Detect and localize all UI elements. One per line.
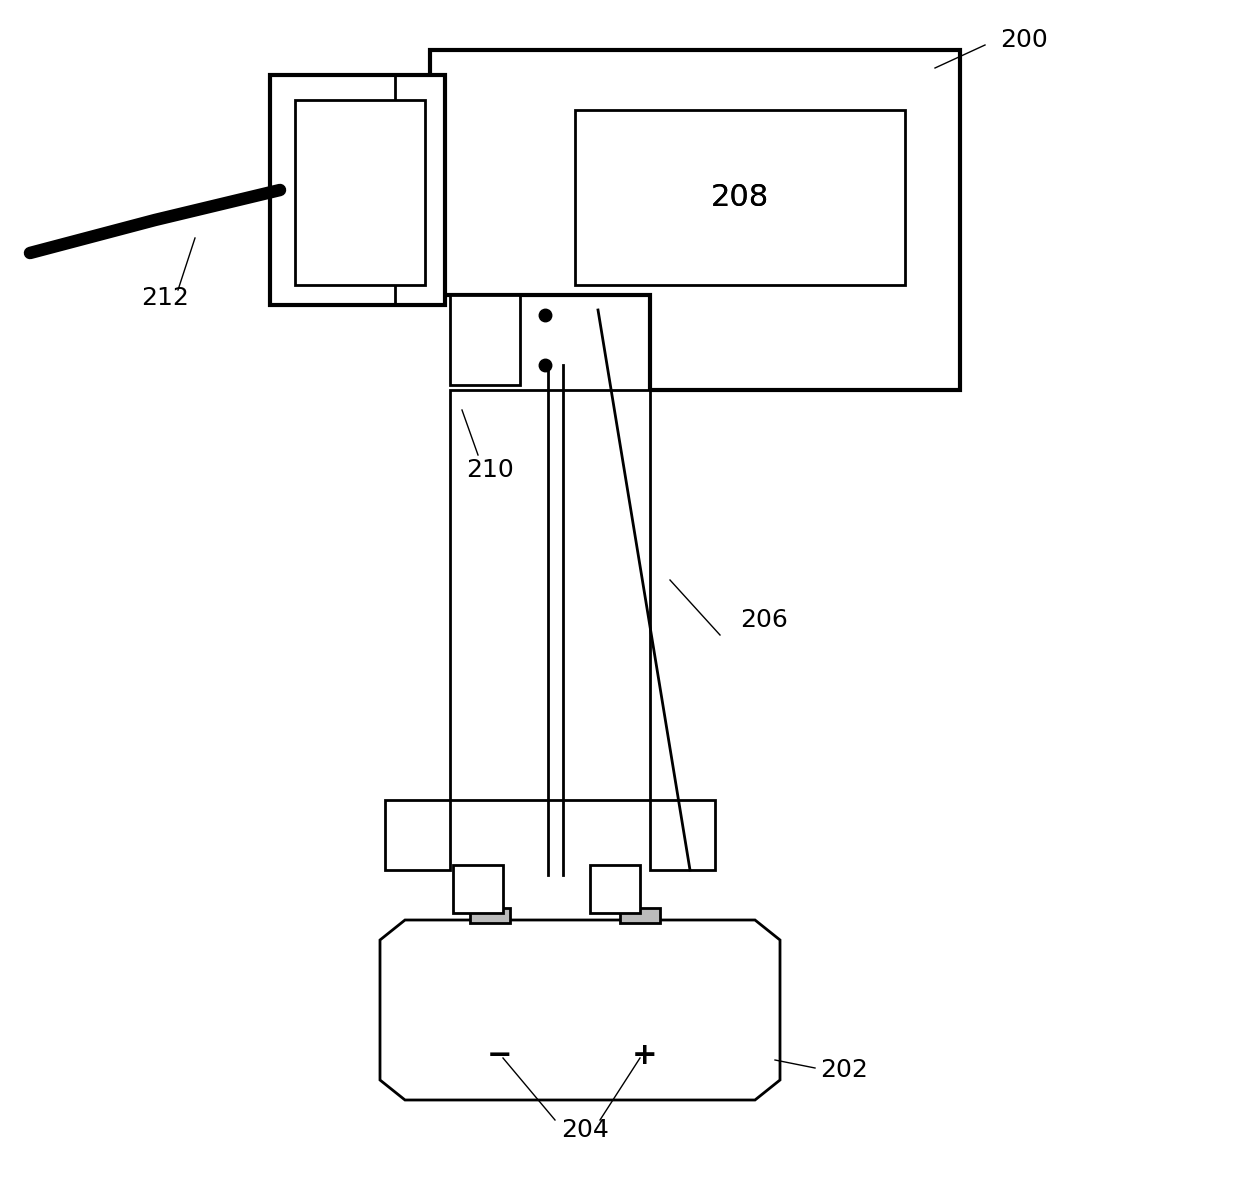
Bar <box>590 865 640 913</box>
Text: 204: 204 <box>560 1118 609 1142</box>
Bar <box>453 865 503 913</box>
Text: 212: 212 <box>141 286 188 310</box>
Bar <box>450 295 520 385</box>
Bar <box>620 908 660 923</box>
Text: +: + <box>632 1040 657 1069</box>
Text: 202: 202 <box>820 1058 868 1082</box>
Bar <box>270 75 445 305</box>
Bar <box>575 110 905 285</box>
Text: −: − <box>487 1040 513 1069</box>
Text: 208: 208 <box>711 183 769 212</box>
Bar <box>384 801 450 870</box>
Bar <box>295 100 425 285</box>
Text: 208: 208 <box>711 183 769 212</box>
Polygon shape <box>379 920 780 1100</box>
Polygon shape <box>430 50 960 390</box>
Bar <box>470 908 510 923</box>
Text: 206: 206 <box>740 608 787 632</box>
Text: 210: 210 <box>466 458 513 482</box>
Text: 200: 200 <box>999 27 1048 52</box>
Bar <box>450 390 650 801</box>
Bar <box>650 801 715 870</box>
